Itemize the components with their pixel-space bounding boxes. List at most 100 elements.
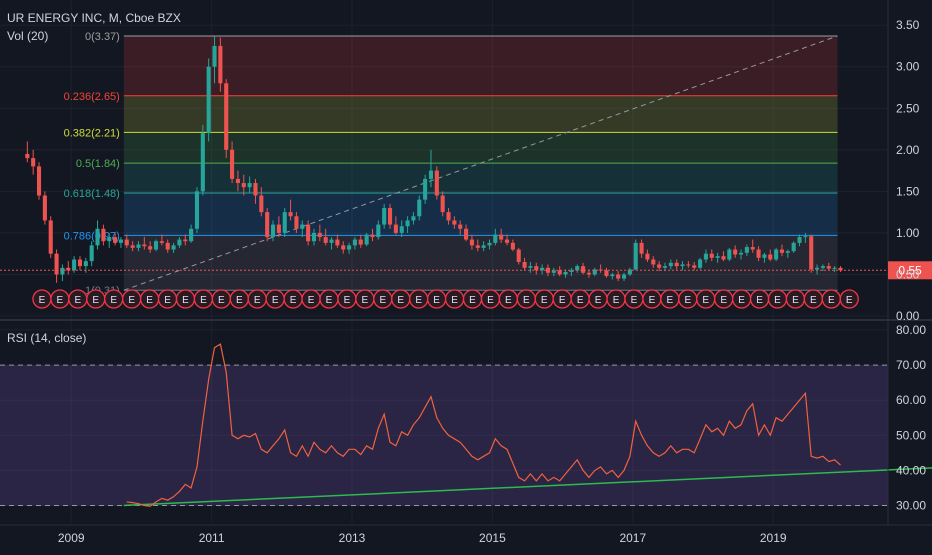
earnings-marker-label: E [684, 295, 691, 306]
earnings-marker-label: E [146, 295, 153, 306]
earnings-marker-label: E [631, 295, 638, 306]
earnings-marker-label: E [487, 295, 494, 306]
earnings-marker-label: E [182, 295, 189, 306]
candle-body [621, 274, 627, 279]
candle-body [341, 245, 346, 250]
earnings-marker-label: E [74, 295, 81, 306]
price-axis-tick-label: 2.00 [896, 143, 920, 157]
candle-body [399, 226, 404, 233]
candle-body [358, 239, 363, 245]
candle-body [417, 199, 422, 217]
candle-body [616, 274, 621, 279]
candle-body [317, 232, 322, 238]
candle-body [89, 245, 94, 262]
candle-body [686, 264, 691, 266]
earnings-marker-label: E [595, 295, 602, 306]
rsi-axis-tick-label: 50.00 [896, 428, 926, 442]
candle-body [265, 212, 270, 238]
candle-body [551, 270, 556, 273]
candle-body [241, 183, 246, 188]
earnings-marker-label: E [379, 295, 386, 306]
earnings-marker-label: E [541, 295, 548, 306]
candle-body [247, 183, 252, 188]
earnings-marker-label: E [308, 295, 315, 306]
candle-body [329, 239, 334, 243]
candle-body [107, 237, 112, 242]
last-price-badge [888, 261, 932, 280]
candle-body [528, 266, 533, 268]
candle-body [118, 239, 123, 243]
candle-body [352, 239, 357, 246]
candle-body [633, 242, 638, 270]
candle-body [815, 267, 820, 270]
candle-body [545, 267, 551, 273]
earnings-marker-label: E [128, 295, 135, 306]
fibonacci-layer: 0(3.37) 0.236(2.65) 0.382(2.21) 0.5(1.84) 0.… [64, 31, 838, 297]
earnings-marker-label: E [254, 295, 261, 306]
candle-body [405, 220, 410, 227]
candle-body [54, 253, 59, 275]
candle-body [206, 66, 211, 134]
time-axis-tick-label: 2011 [199, 531, 225, 545]
candle-body [230, 149, 235, 179]
candle-body [200, 133, 205, 192]
candle-body [785, 251, 790, 253]
price-axis-tick-label: 3.00 [896, 60, 920, 74]
candle-body [464, 228, 469, 240]
price-axis-tick-label: 3.50 [896, 18, 920, 32]
candle-body [809, 236, 814, 270]
earnings-marker-label: E [344, 295, 351, 306]
candle-body [270, 224, 276, 238]
candle-body [434, 170, 439, 196]
candle-body [557, 270, 562, 275]
candle-body [113, 237, 118, 243]
candle-body [645, 253, 650, 260]
fib-trend-diagonal [123, 35, 838, 291]
candle-body [323, 237, 328, 243]
candle-body [171, 245, 176, 250]
candle-body [458, 224, 463, 229]
earnings-marker-label: E [164, 295, 171, 306]
candle-body [762, 254, 767, 258]
rsi-label: RSI (14, close) [7, 331, 87, 345]
earnings-marker-label: E [649, 295, 656, 306]
candle-body [183, 239, 188, 242]
candle-body [235, 178, 240, 184]
earnings-marker-label: E [397, 295, 404, 306]
candles-layer [0, 35, 888, 283]
rsi-trendline [123, 467, 932, 507]
earnings-marker-label: E [559, 295, 566, 306]
fib-zone [123, 163, 838, 194]
candle-body [311, 232, 317, 242]
candle-body [42, 195, 47, 221]
rsi-band-fill [0, 365, 888, 506]
fib-level-label: 0.382(2.21) [64, 127, 120, 139]
candle-body [586, 272, 591, 275]
candle-body [142, 244, 147, 247]
earnings-marker-label: E [702, 295, 709, 306]
candle-body [194, 191, 200, 229]
price-axis-tick-label: 2.50 [896, 101, 920, 115]
time-axis-tick-label: 2013 [339, 531, 366, 545]
candle-body [774, 249, 779, 260]
rsi-axis-tick-label: 30.00 [896, 498, 926, 512]
candle-body [159, 241, 164, 243]
candle-body [674, 262, 679, 267]
candle-body [83, 261, 88, 267]
earnings-marker-label: E [92, 295, 99, 306]
earnings-marker[interactable] [839, 289, 859, 309]
candle-body [540, 267, 545, 271]
rsi-layer [0, 343, 932, 507]
earnings-marker-label: E [667, 295, 674, 306]
fib-zone [123, 132, 838, 164]
candle-body [680, 264, 685, 267]
earnings-marker-label: E [110, 295, 117, 306]
candle-body [569, 270, 574, 272]
candle-body [575, 266, 580, 271]
price-axis-tick-label: 0.50 [896, 267, 920, 281]
earnings-marker-label: E [774, 295, 781, 306]
rsi-line [126, 343, 841, 507]
candle-body [657, 264, 662, 268]
fib-level-label: 0.786(0.97) [64, 230, 120, 242]
